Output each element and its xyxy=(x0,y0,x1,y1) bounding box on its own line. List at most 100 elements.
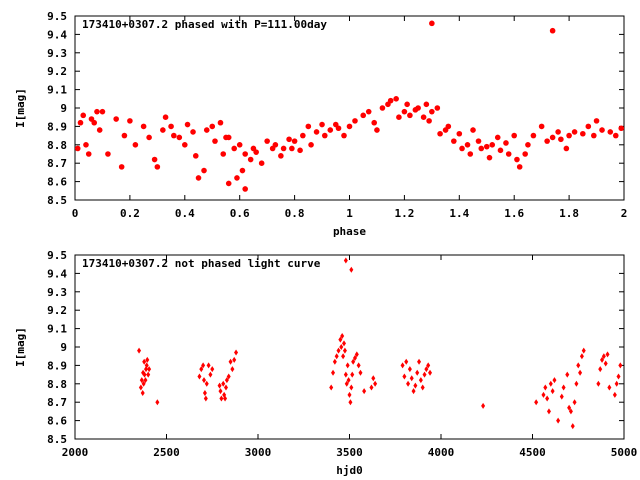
data-point xyxy=(223,384,228,391)
data-point xyxy=(360,112,367,119)
y-tick-label: 9 xyxy=(60,341,67,354)
unphased-y-axis-label: I[mag] xyxy=(14,327,27,367)
y-tick-label: 9.4 xyxy=(47,267,67,280)
data-point xyxy=(371,119,378,126)
data-point xyxy=(570,423,575,430)
data-point xyxy=(614,380,619,387)
data-point xyxy=(555,129,561,135)
data-point xyxy=(566,132,572,139)
data-point xyxy=(234,349,239,356)
data-point xyxy=(371,375,376,382)
data-point xyxy=(332,358,337,365)
data-point xyxy=(247,156,254,163)
data-point xyxy=(483,143,490,150)
data-point xyxy=(607,384,612,391)
data-point xyxy=(426,118,432,124)
data-point xyxy=(77,119,84,126)
data-point xyxy=(352,355,357,362)
data-point xyxy=(182,142,188,148)
data-point xyxy=(99,108,106,115)
data-point xyxy=(146,134,152,141)
data-point xyxy=(127,118,133,124)
data-point xyxy=(199,366,204,373)
data-point xyxy=(478,145,485,152)
data-point xyxy=(423,101,430,108)
unphased-x-ticks: 2000 2500 3000 3500 4000 4500 5000 xyxy=(62,255,638,459)
data-point xyxy=(596,380,601,387)
data-point xyxy=(470,127,476,133)
y-tick-label: 8.5 xyxy=(47,194,67,207)
data-point xyxy=(552,377,557,384)
data-point xyxy=(346,377,351,384)
data-point xyxy=(113,116,119,122)
data-point xyxy=(404,101,410,108)
data-point xyxy=(300,132,306,139)
y-tick-label: 8.6 xyxy=(47,415,67,428)
data-point xyxy=(505,151,512,157)
data-point xyxy=(618,362,623,369)
unphased-chart: 173410+0307.2 not phased light curve I[m… xyxy=(14,249,637,477)
data-point xyxy=(223,395,228,402)
x-tick-label: 3000 xyxy=(245,446,272,459)
data-point xyxy=(219,395,224,402)
data-point xyxy=(345,362,350,369)
y-tick-label: 8.7 xyxy=(47,396,67,409)
phased-data-points xyxy=(74,20,625,192)
data-point xyxy=(451,138,457,144)
data-point xyxy=(91,119,98,126)
data-point xyxy=(576,362,581,369)
unphased-data-points xyxy=(137,257,623,430)
data-point xyxy=(225,180,232,187)
x-tick-label: 0.2 xyxy=(120,207,140,220)
data-point xyxy=(217,119,224,126)
data-point xyxy=(347,391,352,398)
data-point xyxy=(228,358,233,365)
data-point xyxy=(426,362,431,369)
data-point xyxy=(475,138,482,144)
data-point xyxy=(202,390,207,396)
data-point xyxy=(545,395,550,402)
data-point xyxy=(342,340,347,347)
data-point xyxy=(556,417,561,424)
data-point xyxy=(574,380,579,387)
data-point xyxy=(616,373,621,380)
data-point xyxy=(559,393,564,400)
data-point xyxy=(356,362,361,369)
data-point xyxy=(354,351,359,358)
data-point xyxy=(404,358,409,365)
data-point xyxy=(415,369,420,376)
data-point xyxy=(568,408,573,415)
data-point xyxy=(225,134,232,141)
data-point xyxy=(145,356,150,363)
data-point xyxy=(437,130,443,137)
y-tick-label: 9.5 xyxy=(47,10,67,23)
data-point xyxy=(162,114,169,120)
x-tick-label: 5000 xyxy=(611,446,638,459)
data-point xyxy=(418,377,423,384)
data-point xyxy=(176,134,183,141)
data-point xyxy=(579,353,584,360)
y-tick-label: 9 xyxy=(60,102,67,115)
data-point xyxy=(618,125,625,132)
data-point xyxy=(139,377,144,384)
y-tick-label: 9.3 xyxy=(47,286,67,299)
data-point xyxy=(140,390,145,396)
data-point xyxy=(420,384,425,391)
y-tick-label: 9.4 xyxy=(47,28,67,41)
data-point xyxy=(313,129,320,135)
data-point xyxy=(132,142,139,148)
data-point xyxy=(195,175,202,181)
data-point xyxy=(580,130,586,137)
phased-y-ticks: 8.5 8.6 8.7 8.8 8.9 9 9.1 9.2 9.3 9.4 9.5 xyxy=(47,10,624,207)
data-point xyxy=(118,164,125,170)
data-point xyxy=(278,153,284,159)
data-point xyxy=(206,362,211,369)
data-point xyxy=(242,186,248,192)
data-point xyxy=(201,167,207,174)
phased-x-axis-label: phase xyxy=(333,225,366,238)
data-point xyxy=(344,380,349,387)
data-point xyxy=(599,127,605,133)
data-point xyxy=(352,118,358,124)
data-point xyxy=(146,371,151,378)
data-point xyxy=(486,154,493,161)
